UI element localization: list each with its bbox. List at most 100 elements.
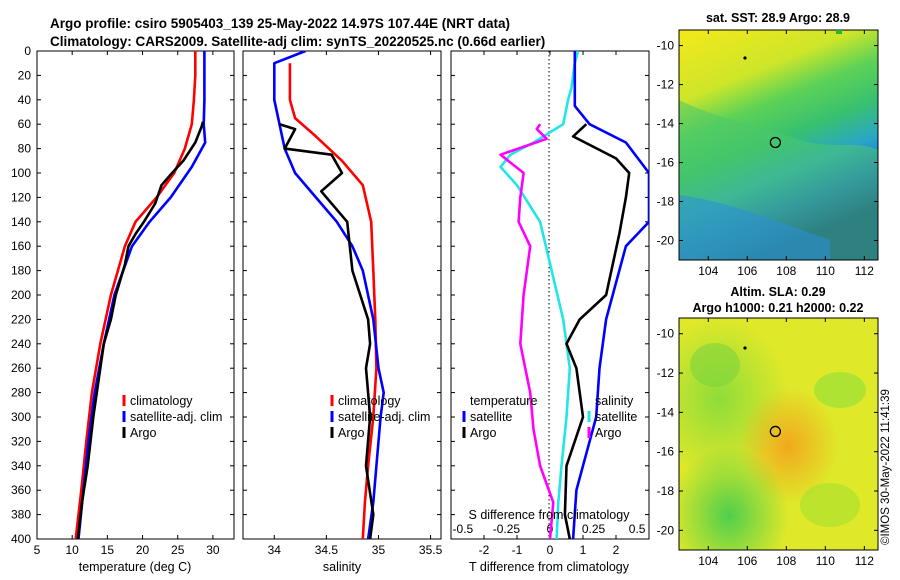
map-y-tick-label: -16 [657,156,675,170]
y-tick-label: 320 [11,434,31,448]
salinity-xlabel: salinity [323,560,362,574]
series-line-argo [279,122,375,539]
map-x-tick-label: 108 [776,554,796,568]
timestamp-stamp: ©IMOS 30-May-2022 11:41:39 [880,389,892,545]
y-tick-label: 120 [11,190,31,204]
map-x-tick-label: 106 [737,554,757,568]
island-marker [743,56,747,60]
s-tick-label: -0.5 [453,522,474,536]
temperature-series [74,51,207,539]
legend-label-s-argo: Argo [595,426,621,440]
series-line-t-argo [499,123,555,539]
y-tick-label: 40 [18,93,32,107]
series-line-climatology [288,63,378,539]
t-difference-legend: temperature satellite Argo [462,394,537,440]
s-difference-x-axis: -0.5 -0.25 0 0.25 0.5 [453,522,646,536]
sla-map-axes: 104 106 108 110 112 -10 -12 -14 -16 -18 -20 [657,318,878,568]
y-tick-label: 60 [18,117,32,131]
series-line-t-satellite [499,51,580,539]
t-difference-xlabel: T difference from climatology [469,560,630,574]
salinity-axes [242,50,442,540]
sla-map: 104 106 108 110 112 -10 -12 -14 -16 -18 -20 [657,317,879,568]
sla-eddy [814,372,866,408]
y-tick-label: 20 [18,68,32,82]
map-x-tick-label: 110 [816,554,835,568]
series-line-satellite-adj-clim [272,51,386,539]
map-y-tick-label: -20 [657,234,675,248]
salinity-x-axis: 34 34.5 35 35.5 [268,51,443,557]
x-tick-label: 34.5 [315,543,339,557]
main-title-line1: Argo profile: csiro 5905403_139 25-May-2… [50,16,510,31]
legend-label-argo: Argo [338,426,364,440]
map-x-tick-label: 112 [855,554,874,568]
s-tick-label: 0.25 [582,522,606,536]
series-line-satellite-adj-clim [77,51,207,539]
map-y-tick-label: -16 [657,445,675,459]
y-tick-label: 200 [11,288,31,302]
map-y-tick-label: -10 [657,39,675,53]
legend-label-climatology: climatology [338,394,401,408]
argo-float-marker [769,136,782,149]
map-y-tick-label: -18 [657,484,675,498]
y-tick-label: 260 [11,361,31,375]
sst-map-title: sat. SST: 28.9 Argo: 28.9 [706,11,850,25]
x-tick-label: 0 [547,543,554,557]
map-x-tick-label: 110 [816,264,835,278]
x-tick-label: 10 [65,543,79,557]
map-x-tick-label: 104 [698,554,718,568]
legend-label-climatology: climatology [130,394,193,408]
temperature-xlabel: temperature (deg C) [79,560,192,574]
legend-label-s-satellite: satellite [595,410,637,424]
x-tick-label: 15 [101,543,115,557]
y-tick-label: 380 [11,508,31,522]
x-tick-label: 25 [171,543,185,557]
y-tick-label: 360 [11,483,31,497]
map-y-tick-label: -14 [657,405,675,419]
legend-label-satellite: satellite-adj. clim [338,410,430,424]
legend-label-argo: Argo [130,426,156,440]
map-x-tick-label: 106 [737,264,757,278]
s-difference-xlabel: S difference from climatology [469,508,631,522]
y-tick-label: 0 [24,44,31,58]
map-x-tick-label: 112 [855,264,874,278]
y-tick-label: 180 [11,264,31,278]
legend-label-t-satellite: satellite [470,410,512,424]
sst-pixel [836,30,842,34]
y-tick-label: 100 [11,166,31,180]
y-tick-label: 80 [18,142,32,156]
x-tick-label: 20 [136,543,150,557]
sla-eddy [690,343,740,387]
map-y-tick-label: -12 [657,78,675,92]
sla-map-frame [678,317,879,551]
y-tick-label: 240 [11,337,31,351]
x-tick-label: 35 [372,543,386,557]
x-tick-label: 5 [34,543,41,557]
difference-series [499,51,649,539]
x-tick-label: 2 [613,543,620,557]
map-x-tick-label: 108 [776,264,796,278]
map-y-tick-label: -20 [657,523,675,537]
series-line-climatology [74,51,197,539]
legend-label-t-argo: Argo [470,426,496,440]
x-tick-label: 34 [268,543,282,557]
s-tick-label: -0.25 [493,522,521,536]
sla-map-title-line2: Argo h1000: 0.21 h2000: 0.22 [693,301,864,315]
y-tick-label: 220 [11,312,31,326]
sla-map-title-line1: Altim. SLA: 0.29 [730,285,825,299]
sst-map: 104 106 108 110 112 -10 -12 -14 -16 -18 -20 [657,29,879,278]
y-tick-label: 340 [11,459,31,473]
series-line-s-satellite [571,51,649,539]
argo-float-marker [769,425,782,438]
y-tick-label: 300 [11,410,31,424]
temperature-legend: climatology satellite-adj. clim Argo [122,394,222,440]
legend-label-satellite: satellite-adj. clim [130,410,222,424]
y-tick-label: 280 [11,386,31,400]
s-difference-legend: salinity satellite Argo [587,394,637,440]
sla-eddy [800,483,860,527]
y-tick-label: 160 [11,239,31,253]
y-tick-label: 400 [11,532,31,546]
series-line-s-argo [563,123,631,539]
legend-heading-temperature: temperature [470,394,537,408]
map-x-tick-label: 104 [698,264,718,278]
